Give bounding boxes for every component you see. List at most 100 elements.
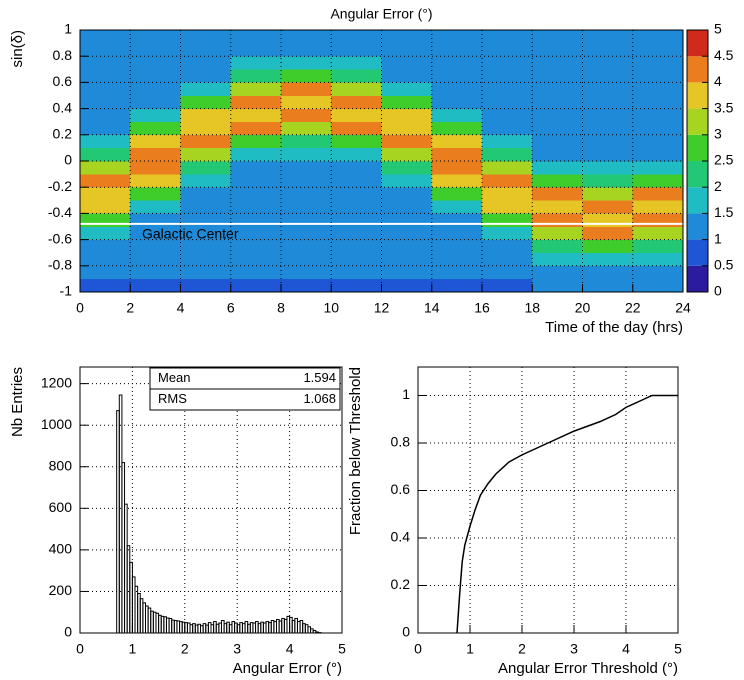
heatmap-cell — [582, 173, 633, 188]
x-tick-label: 0 — [414, 641, 422, 657]
heatmap-cell — [381, 121, 432, 136]
heatmap-cell — [431, 173, 483, 188]
x-tick-label: 24 — [675, 300, 691, 316]
heatmap-cell — [481, 186, 533, 201]
stats-value: 1.068 — [303, 391, 336, 406]
heatmap-cell — [331, 42, 382, 57]
heatmap-cell — [381, 29, 432, 44]
heatmap-cell — [532, 29, 583, 44]
heatmap-cell — [130, 121, 181, 136]
heatmap-cell — [79, 42, 131, 57]
heatmap-cell — [130, 278, 181, 293]
y-axis-label: Nb Entries — [9, 367, 26, 437]
heatmap-cell — [280, 82, 332, 96]
heatmap-cell — [79, 278, 131, 293]
heatmap-cell — [130, 173, 181, 188]
heatmap-cell — [331, 160, 382, 175]
heatmap-cell — [79, 121, 131, 136]
heatmap-cell — [230, 252, 282, 267]
colorbar-swatch — [687, 187, 708, 214]
heatmap-cell — [632, 108, 684, 122]
heatmap-cell — [532, 95, 583, 109]
heatmap-cell — [632, 121, 684, 136]
heatmap-cell — [481, 252, 533, 267]
heatmap-cell — [280, 42, 332, 57]
heatmap-cell — [381, 42, 432, 57]
heatmap-cell — [381, 147, 432, 162]
heatmap-cell — [381, 134, 432, 149]
heatmap-cell — [79, 55, 131, 70]
colorbar-swatch — [687, 134, 708, 161]
heatmap-cell — [230, 186, 282, 201]
heatmap-cell — [180, 252, 231, 267]
heatmap-cell — [582, 69, 633, 83]
heatmap-cell — [180, 173, 231, 188]
y-tick-label: 400 — [49, 541, 73, 557]
heatmap-cell — [79, 200, 131, 214]
heatmap-cell — [481, 82, 533, 96]
heatmap-cell — [280, 95, 332, 109]
colorbar-tick-label: 1.5 — [714, 204, 734, 220]
x-tick-label: 4 — [286, 641, 294, 657]
heatmap-cell — [582, 278, 633, 293]
heatmap-cell — [381, 278, 432, 293]
x-tick-label: 12 — [374, 300, 390, 316]
heatmap-cell — [230, 82, 282, 96]
heatmap-cell — [632, 278, 684, 293]
heatmap-cell — [582, 226, 633, 240]
heatmap-cell — [79, 108, 131, 122]
heatmap-cell — [130, 147, 181, 162]
heatmap-cell — [280, 252, 332, 267]
heatmap-cell — [431, 55, 483, 70]
y-tick-label: 1000 — [41, 416, 72, 432]
heatmap-cell — [331, 108, 382, 122]
heatmap-cell — [582, 239, 633, 253]
heatmap-cell — [632, 200, 684, 214]
heatmap-cell — [280, 239, 332, 253]
x-tick-label: 16 — [474, 300, 490, 316]
heatmap-cell — [280, 29, 332, 44]
heatmap-cell — [280, 265, 332, 280]
heatmap-cell — [180, 121, 231, 136]
x-tick-label: 0 — [76, 300, 84, 316]
heatmap-cell — [180, 55, 231, 70]
y-tick-label: -0.4 — [48, 204, 72, 220]
y-tick-label: -0.6 — [48, 230, 72, 246]
x-tick-label: 2 — [181, 641, 189, 657]
heatmap-cell — [130, 186, 181, 201]
stats-value: 1.594 — [303, 370, 336, 385]
heatmap-cell — [431, 82, 483, 96]
colorbar-swatch — [687, 30, 708, 57]
colorbar-swatch — [687, 239, 708, 266]
heatmap-cell — [280, 69, 332, 83]
heatmap-cell — [331, 186, 382, 201]
colorbar-tick-label: 1 — [714, 230, 722, 246]
heatmap-cell — [280, 147, 332, 162]
heatmap-cell — [381, 265, 432, 280]
heatmap-cell — [79, 160, 131, 175]
heatmap-cell — [130, 134, 181, 149]
heatmap-cell — [632, 95, 684, 109]
heatmap-cell — [79, 69, 131, 83]
heatmap-cell — [331, 226, 382, 240]
heatmap-cell — [331, 55, 382, 70]
heatmap-cell — [582, 147, 633, 162]
heatmap-cell — [381, 226, 432, 240]
heatmap-cell — [582, 160, 633, 175]
colorbar-tick-label: 3 — [714, 126, 722, 142]
colorbar-tick-label: 0.5 — [714, 257, 734, 273]
colorbar-swatch — [687, 108, 708, 135]
colorbar-tick-label: 2 — [714, 178, 722, 194]
y-tick-label: 600 — [49, 499, 73, 515]
heatmap-cell — [381, 160, 432, 175]
heatmap-cell — [331, 95, 382, 109]
heatmap-cell — [481, 134, 533, 149]
heatmap-cell — [431, 239, 483, 253]
heatmap-cell — [331, 173, 382, 188]
colorbar-swatch — [687, 265, 708, 292]
heatmap-cell — [130, 29, 181, 44]
heatmap-cell — [431, 29, 483, 44]
heatmap-cell — [79, 95, 131, 109]
colorbar-swatch — [687, 161, 708, 188]
heatmap-cell — [431, 121, 483, 136]
